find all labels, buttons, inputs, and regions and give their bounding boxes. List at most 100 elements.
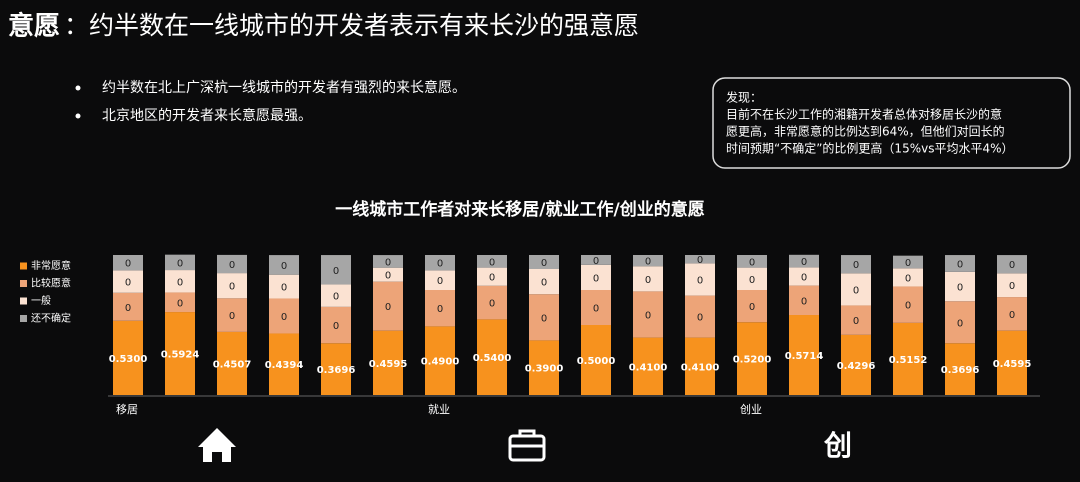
bar-segment: [165, 270, 195, 293]
data-label: 0: [1009, 260, 1015, 271]
data-label: 0: [437, 259, 443, 270]
bullet: 北京地区的开发者来长意愿最强。: [102, 107, 312, 124]
data-label: 0: [281, 261, 287, 272]
data-label: 0: [801, 273, 807, 284]
data-label: 0: [385, 271, 391, 282]
bar-segment: [217, 331, 247, 395]
data-label: 0: [229, 311, 235, 322]
legend-swatch: [20, 297, 27, 305]
data-label: 0.4595: [369, 359, 408, 370]
bar-segment: [269, 333, 299, 395]
bar-segment: [425, 255, 455, 271]
bar-segment: [165, 254, 195, 271]
bullet-dot: [75, 113, 81, 119]
x-tick-label: 移居: [116, 403, 138, 416]
data-label: 0.5924: [161, 350, 200, 361]
data-label: 0: [801, 257, 807, 268]
data-label: 0.5000: [577, 356, 616, 367]
data-label: 0: [541, 278, 547, 289]
note-line: 时间预期“不确定”的比例更高（15%vs平均水平4%）: [726, 141, 1014, 156]
data-label: 0: [853, 285, 859, 296]
legend-label: 一般: [31, 294, 51, 307]
legend-swatch: [20, 262, 27, 270]
data-label: 0.5400: [473, 353, 512, 364]
bar-segment: [737, 267, 767, 290]
bar-segment: [893, 268, 923, 287]
data-label: 0.3696: [317, 365, 356, 376]
data-label: 0: [645, 257, 651, 268]
title-key: 意愿: [8, 11, 60, 42]
bar-segment: [945, 255, 975, 272]
legend-label: 比较愿意: [31, 277, 71, 290]
data-label: 0: [853, 260, 859, 271]
bar-segment: [529, 269, 559, 295]
bar-segment: [217, 273, 247, 299]
data-label: 0: [905, 301, 911, 312]
data-label: 0: [489, 257, 495, 268]
chuang-icon: 创: [823, 429, 852, 462]
bar-segment: [113, 292, 143, 321]
bar-segment: [373, 281, 403, 331]
data-label: 0: [437, 304, 443, 315]
legend-swatch: [20, 315, 27, 322]
bar-segment: [789, 285, 819, 316]
data-label: 0.4296: [837, 361, 876, 372]
bar-segment: [945, 343, 975, 395]
data-label: 0: [593, 273, 599, 284]
bar-segment: [373, 330, 403, 395]
bar-segment: [737, 290, 767, 323]
data-label: 0.5152: [889, 355, 928, 366]
bar-segment: [425, 290, 455, 327]
bar-segment: [893, 286, 923, 323]
bar-segment: [477, 285, 507, 320]
data-label: 0.4100: [681, 362, 720, 373]
data-label: 0.4507: [213, 359, 252, 370]
data-label: 0: [749, 302, 755, 313]
data-label: 0: [541, 313, 547, 324]
bar-segment: [581, 290, 611, 325]
bar-segment: [997, 273, 1027, 298]
bar-segment: [841, 255, 871, 274]
data-label: 0: [905, 273, 911, 284]
bar-segment: [113, 320, 143, 395]
data-label: 0: [229, 260, 235, 271]
data-label: 0: [489, 273, 495, 284]
data-label: 0.5714: [785, 351, 824, 362]
data-label: 0.4595: [993, 359, 1032, 370]
note-box: [712, 77, 1071, 169]
data-label: 0.4900: [421, 357, 460, 368]
bar-segment: [581, 264, 611, 290]
data-label: 0: [593, 256, 599, 267]
note-heading: 发现：: [726, 90, 762, 105]
data-label: 0: [1009, 310, 1015, 321]
bar-segment: [425, 270, 455, 290]
data-label: 0.4100: [629, 362, 668, 373]
data-label: 0: [697, 313, 703, 324]
bar-segment: [321, 306, 351, 344]
data-label: 0: [333, 292, 339, 303]
bullet-dot: [75, 85, 81, 91]
data-label: 0: [697, 276, 703, 287]
data-label: 0: [749, 275, 755, 286]
bar-segment: [477, 255, 507, 268]
bar-segment: [113, 270, 143, 293]
bar-segment: [269, 274, 299, 299]
bullet: 约半数在北上广深杭一线城市的开发者有强烈的来长意愿。: [102, 79, 466, 96]
x-tick-label: 创业: [740, 403, 762, 416]
legend-swatch: [20, 280, 27, 287]
data-label: 0: [281, 312, 287, 323]
data-label: 0: [645, 275, 651, 286]
bar-segment: [321, 255, 351, 285]
bar-segment: [685, 295, 715, 338]
bar-segment: [841, 334, 871, 395]
bar-segment: [165, 292, 195, 313]
bar-segment: [321, 343, 351, 395]
data-label: 0: [749, 257, 755, 268]
bar-segment: [685, 263, 715, 296]
bar-segment: [529, 340, 559, 395]
data-label: 0.4394: [265, 360, 304, 371]
note-line: 愿更高，非常愿意的比例达到64%，但他们对回长的: [726, 124, 1005, 139]
data-label: 0: [333, 266, 339, 277]
data-label: 0: [1009, 281, 1015, 292]
